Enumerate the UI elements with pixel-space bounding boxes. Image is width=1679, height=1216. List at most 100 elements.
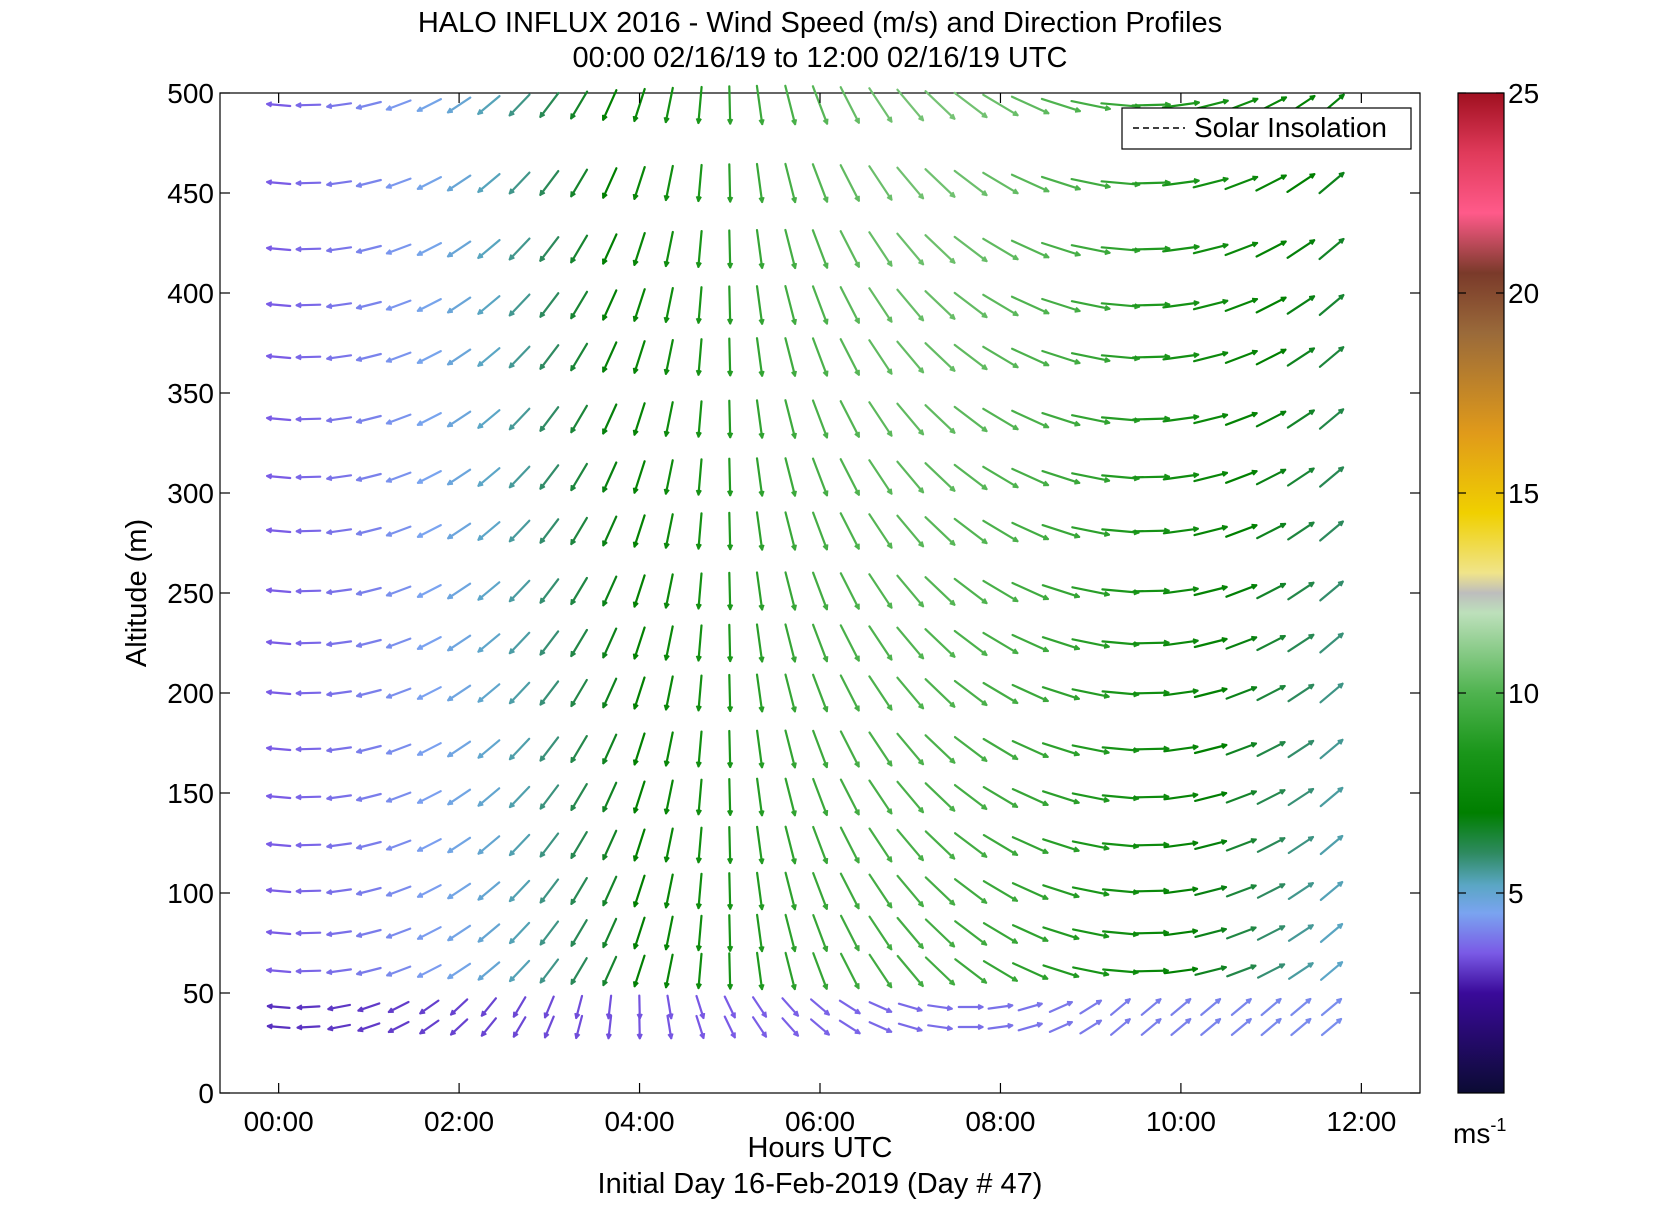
wind-arrow: [356, 792, 382, 802]
wind-arrow: [1230, 997, 1252, 1017]
wind-arrow: [1163, 886, 1199, 895]
wind-arrow: [1071, 688, 1110, 699]
wind-arrow: [1290, 997, 1312, 1017]
wind-arrow: [477, 94, 501, 116]
wind-arrow: [695, 624, 703, 662]
wind-arrow: [1287, 787, 1315, 807]
wind-arrow: [755, 162, 765, 204]
wind-arrow: [326, 474, 353, 482]
wind-arrow: [326, 746, 352, 754]
y-tick-label: 400: [167, 278, 214, 309]
wind-arrow: [539, 680, 560, 706]
wind-arrow: [695, 572, 703, 610]
wind-arrow: [1320, 1017, 1343, 1037]
wind-arrow: [477, 173, 501, 193]
wind-arrow: [839, 872, 860, 910]
wind-arrow: [784, 337, 797, 377]
wind-arrow: [784, 571, 797, 611]
wind-arrow: [868, 287, 893, 323]
wind-arrow: [924, 830, 956, 860]
wind-arrow: [508, 833, 531, 857]
wind-arrow: [1256, 925, 1286, 941]
wind-arrow: [1011, 409, 1050, 429]
wind-arrow: [1319, 580, 1344, 602]
wind-arrow: [446, 174, 472, 192]
wind-arrow: [447, 924, 472, 942]
wind-arrow: [1225, 686, 1258, 700]
wind-arrow: [987, 1002, 1014, 1010]
wind-arrow: [266, 415, 292, 422]
wind-arrow: [727, 457, 734, 497]
wind-arrow: [1193, 524, 1228, 537]
wind-arrow: [355, 526, 382, 536]
wind-arrow: [632, 288, 646, 322]
wind-arrow: [1224, 469, 1258, 484]
wind-arrow: [695, 914, 703, 952]
wind-arrow: [896, 732, 925, 766]
wind-arrow: [982, 465, 1019, 489]
wind-arrow: [812, 729, 829, 769]
wind-arrow: [1256, 789, 1286, 805]
wind-arrow: [266, 179, 292, 186]
wind-arrow: [982, 293, 1019, 317]
wind-arrow: [727, 825, 734, 865]
wind-arrow: [953, 169, 988, 197]
wind-arrow: [1163, 792, 1199, 801]
colorbar-tick-label: 15: [1508, 478, 1539, 509]
wind-arrow: [295, 640, 322, 647]
wind-arrow: [924, 876, 956, 906]
wind-arrow: [954, 920, 988, 946]
wind-arrow: [1011, 836, 1049, 854]
wind-arrow: [784, 457, 797, 497]
wind-arrow: [924, 404, 956, 434]
wind-arrow: [1193, 743, 1228, 755]
wind-arrow: [385, 687, 412, 699]
wind-arrow: [326, 794, 352, 802]
wind-arrow: [953, 679, 988, 707]
wind-arrow: [666, 994, 674, 1020]
wind-arrow: [896, 166, 925, 200]
wind-arrow: [266, 245, 292, 252]
wind-arrow: [1318, 294, 1345, 316]
wind-arrow: [477, 787, 501, 807]
wind-arrow: [896, 340, 925, 374]
wind-arrow: [953, 405, 988, 433]
wind-arrow: [897, 1002, 923, 1013]
wind-arrow: [326, 102, 353, 110]
wind-arrow: [1224, 349, 1258, 364]
wind-arrow: [924, 678, 956, 708]
wind-arrow: [784, 673, 797, 713]
wind-arrow: [727, 163, 734, 203]
wind-arrow: [1290, 1017, 1312, 1037]
x-tick-label: 04:00: [605, 1106, 675, 1137]
wind-arrow: [839, 338, 861, 376]
wind-arrow: [811, 571, 829, 611]
wind-arrow: [416, 964, 442, 978]
wind-arrow: [539, 578, 560, 604]
wind-arrow: [727, 872, 734, 910]
wind-arrow: [574, 1014, 584, 1040]
wind-arrow: [663, 953, 674, 989]
wind-arrow: [663, 401, 674, 437]
wind-arrow: [1163, 744, 1199, 753]
wind-arrow: [982, 407, 1019, 431]
wind-arrow: [695, 286, 703, 324]
wind-arrow: [927, 1004, 953, 1012]
wind-arrow: [446, 96, 472, 114]
wind-arrow: [755, 913, 765, 953]
wind-arrow: [477, 409, 501, 429]
wind-arrow: [1071, 744, 1110, 755]
wind-arrow: [446, 468, 472, 486]
wind-arrow: [1260, 997, 1282, 1017]
wind-arrow: [663, 86, 674, 124]
wind-arrow: [1109, 1018, 1131, 1036]
wind-arrow: [508, 681, 531, 705]
wind-arrow: [539, 406, 560, 432]
wind-arrow: [477, 295, 501, 315]
wind-arrow: [602, 781, 618, 813]
wind-arrow: [896, 514, 925, 548]
wind-arrow: [982, 171, 1019, 195]
wind-arrow: [570, 628, 589, 658]
wind-arrow: [1010, 295, 1050, 315]
wind-arrow: [447, 684, 472, 702]
